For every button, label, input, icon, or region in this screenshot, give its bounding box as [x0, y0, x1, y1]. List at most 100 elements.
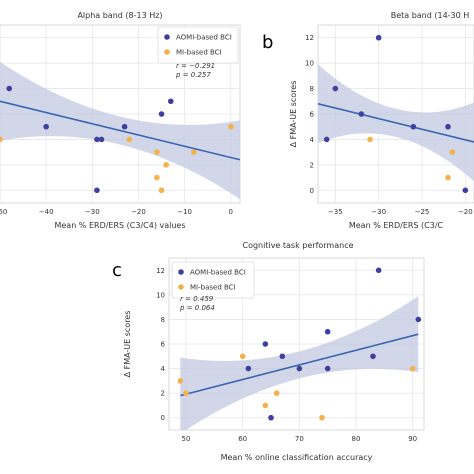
r-value-annotation: r = −0.291 [176, 62, 215, 70]
x-tick-label: −25 [415, 208, 430, 216]
chart-title: Alpha band (8-13 Hz) [77, 11, 162, 20]
aomi-data-point [323, 136, 330, 143]
legend-box [157, 26, 239, 64]
y-tick-label: 0 [310, 187, 314, 195]
aomi-data-point [167, 98, 174, 105]
mi-data-point [154, 149, 160, 155]
x-tick-label: −40 [39, 208, 54, 216]
y-axis-label: Δ FMA-UE scores [123, 311, 132, 378]
legend-label: MI-based BCI [190, 284, 236, 292]
mi-data-point [227, 123, 234, 130]
mi-data-point [262, 402, 269, 409]
aomi-data-point [370, 353, 376, 360]
x-axis-label: Mean % online classification accuracy [221, 453, 373, 462]
r-value-annotation: r = 0.459 [180, 295, 214, 303]
y-tick-label: 6 [161, 341, 166, 349]
x-tick-label: −30 [85, 208, 100, 216]
panel-label: c [112, 260, 122, 281]
mi-data-point [183, 390, 189, 396]
mi-data-point [273, 390, 280, 396]
mi-data-point [409, 365, 416, 372]
aomi-data-point [279, 353, 286, 360]
legend-box [171, 261, 255, 299]
mi-data-point [191, 149, 197, 155]
mi-data-point [319, 414, 325, 421]
regression-line [180, 333, 419, 397]
alpha-band-panel: −50 −40 −30 −20 −10 0 Mean % ERD/ERS (C3/C4) v… [0, 11, 241, 230]
confidence-band [180, 296, 419, 430]
x-tick-label: −50 [0, 208, 7, 216]
legend-label: AOMI-based BCI [190, 269, 246, 277]
x-tick-label: −20 [131, 208, 146, 216]
y-tick-label: 10 [305, 60, 314, 68]
legend-label: AOMI-based BCI [176, 34, 232, 42]
cognitive-task-panel: 50 60 70 80 90 0 2 4 6 8 10 12 Mean % online classif… [112, 241, 425, 462]
y-tick-label: 10 [156, 291, 165, 299]
p-value-annotation: p = 0.257 [175, 71, 211, 79]
regression-line [318, 103, 474, 143]
y-tick-label: 0 [161, 414, 165, 422]
aomi-data-point [6, 85, 13, 92]
chart-title: Beta band (14-30 H [391, 11, 470, 20]
y-tick-label: 2 [161, 390, 165, 398]
aomi-data-point [94, 187, 100, 194]
mi-data-point [239, 353, 246, 360]
aomi-data-point [410, 123, 417, 130]
legend-marker [164, 34, 170, 40]
y-tick-label: 4 [161, 365, 166, 373]
aomi-data-point [415, 316, 422, 323]
mi-data-point [126, 136, 133, 143]
x-tick-label: 90 [408, 435, 417, 443]
mi-data-point [158, 187, 165, 194]
y-tick-label: 2 [310, 161, 314, 169]
p-value-annotation: p = 0.064 [179, 304, 215, 312]
aomi-data-point [462, 187, 469, 194]
x-tick-label: 0 [229, 208, 233, 216]
x-axis-label: Mean % ERD/ERS (C3/C4) values [54, 221, 185, 230]
aomi-data-point [358, 111, 365, 117]
mi-data-point [163, 162, 169, 168]
mi-data-point [449, 149, 456, 155]
y-tick-label: 6 [310, 111, 315, 119]
x-tick-label: −20 [458, 208, 473, 216]
aomi-data-point [43, 123, 49, 130]
legend-marker [178, 269, 184, 275]
x-tick-label: 60 [238, 435, 247, 443]
x-axis-label: Mean % ERD/ERS (C3/C [349, 221, 444, 230]
y-tick-label: 8 [161, 316, 165, 324]
x-tick-label: 80 [352, 435, 361, 443]
regression-line [0, 100, 240, 161]
aomi-data-point [375, 267, 382, 274]
legend-marker [164, 49, 170, 55]
aomi-data-point [98, 136, 105, 143]
panel-label: b [262, 32, 273, 53]
aomi-data-point [324, 365, 331, 372]
y-tick-label: 12 [156, 267, 165, 275]
legend-label: MI-based BCI [176, 49, 222, 57]
y-tick-label: 4 [310, 136, 315, 144]
mi-data-point [445, 174, 451, 181]
mi-data-point [0, 136, 3, 143]
mi-data-point [177, 378, 184, 384]
aomi-data-point [158, 111, 165, 117]
y-tick-label: 12 [305, 34, 314, 42]
y-axis-label: Δ FMA-UE scores [289, 81, 298, 148]
aomi-data-point [245, 365, 252, 372]
aomi-data-point [445, 123, 451, 130]
x-tick-label: 50 [182, 435, 191, 443]
aomi-data-point [94, 136, 100, 143]
aomi-data-point [121, 123, 128, 130]
y-tick-label: 8 [310, 85, 314, 93]
aomi-data-point [268, 414, 274, 421]
legend-marker [178, 284, 184, 290]
aomi-data-point [324, 328, 331, 335]
x-tick-label: 70 [295, 435, 304, 443]
mi-data-point [154, 174, 160, 181]
chart-title: Cognitive task performance [242, 241, 353, 250]
x-tick-label: −30 [371, 208, 386, 216]
x-tick-label: −10 [177, 208, 192, 216]
mi-data-point [367, 136, 373, 143]
x-tick-label: −35 [328, 208, 343, 216]
beta-band-panel: −35 −30 −25 −20 0 2 4 6 8 10 12 Mean % ERD/ERS (C3/… [262, 11, 474, 230]
